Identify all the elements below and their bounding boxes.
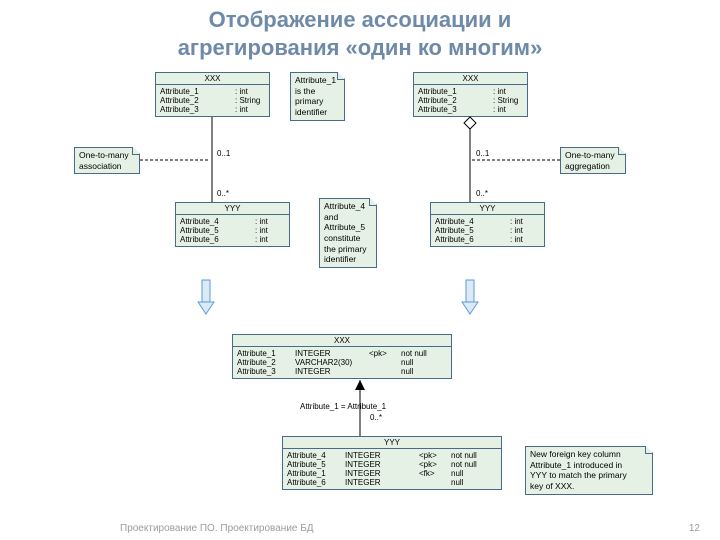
uml-xxx-left-body: Attribute_1: int Attribute_2: String Att… (156, 85, 269, 116)
uml-yyy-right-body: Attribute_4: int Attribute_5: int Attrib… (431, 215, 544, 246)
db-yyy-body: Attribute_4INTEGER<pk>not null Attribute… (283, 449, 501, 489)
uml-xxx-right-title: XXX (414, 73, 527, 85)
uml-yyy-right: YYY Attribute_4: int Attribute_5: int At… (430, 202, 545, 247)
mult-left-lower: 0..* (217, 189, 229, 198)
note-fk: New foreign key column Attribute_1 intro… (525, 446, 653, 495)
note-association: One-to-many association (74, 147, 140, 174)
title-line-2: агрегирования «один ко многим» (178, 35, 543, 60)
mult-right-lower: 0..* (476, 189, 488, 198)
db-xxx-title: XXX (233, 335, 451, 347)
note-pk1: Attribute_1 is the primary identifier (290, 72, 345, 121)
mult-left-upper: 0..1 (217, 149, 230, 158)
uml-yyy-left-title: YYY (176, 203, 289, 215)
db-join-mult: 0..* (370, 413, 382, 422)
footer-text: Проектирование ПО. Проектирование БД (120, 523, 314, 534)
uml-yyy-right-title: YYY (431, 203, 544, 215)
uml-xxx-left-title: XXX (156, 73, 269, 85)
mult-right-upper: 0..1 (476, 149, 489, 158)
uml-xxx-left: XXX Attribute_1: int Attribute_2: String… (155, 72, 270, 117)
db-xxx-body: Attribute_1INTEGER<pk>not null Attribute… (233, 347, 451, 378)
uml-yyy-left-body: Attribute_4: int Attribute_5: int Attrib… (176, 215, 289, 246)
uml-xxx-right-body: Attribute_1: int Attribute_2: String Att… (414, 85, 527, 116)
db-join-label: Attribute_1 = Attribute_1 (300, 402, 386, 411)
db-xxx: XXX Attribute_1INTEGER<pk>not null Attri… (232, 334, 452, 379)
uml-yyy-left: YYY Attribute_4: int Attribute_5: int At… (175, 202, 290, 247)
db-yyy: YYY Attribute_4INTEGER<pk>not null Attri… (282, 436, 502, 490)
page-number: 12 (689, 523, 700, 534)
down-arrow-right-icon (462, 280, 478, 314)
down-arrow-left-icon (198, 280, 214, 314)
slide-title: Отображение ассоциации и агрегирования «… (0, 0, 720, 63)
note-aggregation: One-to-many aggregation (560, 147, 626, 174)
db-yyy-title: YYY (283, 437, 501, 449)
title-line-1: Отображение ассоциации и (209, 7, 512, 32)
uml-xxx-right: XXX Attribute_1: int Attribute_2: String… (413, 72, 528, 117)
note-pk45: Attribute_4 and Attribute_5 constitute t… (319, 198, 377, 268)
